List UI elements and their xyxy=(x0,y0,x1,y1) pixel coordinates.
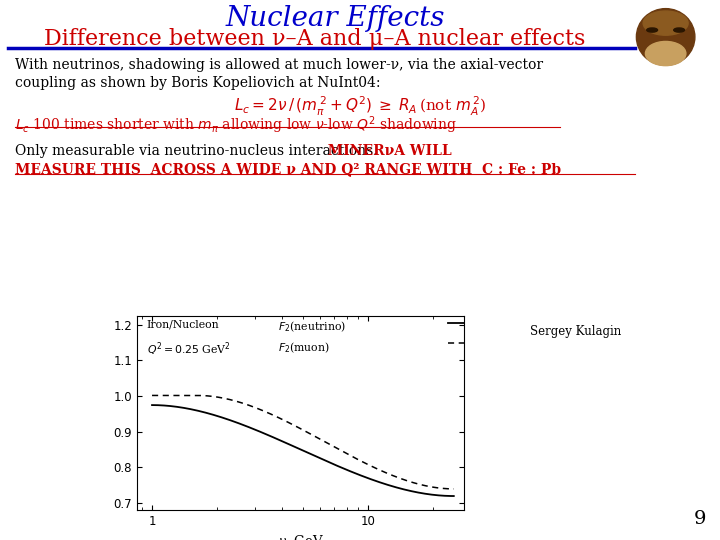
Text: 9: 9 xyxy=(694,510,706,528)
Text: With neutrinos, shadowing is allowed at much lower-ν, via the axial-vector: With neutrinos, shadowing is allowed at … xyxy=(15,58,543,72)
Text: coupling as shown by Boris Kopeliovich at NuInt04:: coupling as shown by Boris Kopeliovich a… xyxy=(15,76,380,90)
Text: $L_c = 2\nu\,/\,(m_\pi^{\,2} + Q^2)\;\geq\; R_A\,$(not $m_A^{\,2}$): $L_c = 2\nu\,/\,(m_\pi^{\,2} + Q^2)\;\ge… xyxy=(234,95,486,118)
Text: $Q^2 = 0.25$ GeV$^2$: $Q^2 = 0.25$ GeV$^2$ xyxy=(147,340,230,358)
Text: MEASURE THIS  ACROSS A WIDE ν AND Q² RANGE WITH  C : Fe : Pb: MEASURE THIS ACROSS A WIDE ν AND Q² RANG… xyxy=(15,162,561,176)
Text: Sergey Kulagin: Sergey Kulagin xyxy=(530,325,621,338)
Ellipse shape xyxy=(645,42,686,66)
Text: Difference between ν–A and μ–A nuclear effects: Difference between ν–A and μ–A nuclear e… xyxy=(45,28,585,50)
Ellipse shape xyxy=(636,9,695,65)
Ellipse shape xyxy=(674,28,685,32)
Text: Only measurable via neutrino-nucleus interactions.: Only measurable via neutrino-nucleus int… xyxy=(15,144,377,158)
Text: Iron/Nucleon: Iron/Nucleon xyxy=(147,320,220,330)
Text: $F_2$(neutrino): $F_2$(neutrino) xyxy=(278,320,346,334)
Text: Nuclear Effects: Nuclear Effects xyxy=(225,5,445,32)
X-axis label: $\nu$, GeV: $\nu$, GeV xyxy=(278,534,323,540)
Ellipse shape xyxy=(647,28,657,32)
Ellipse shape xyxy=(643,11,688,35)
Text: $F_2$(muon): $F_2$(muon) xyxy=(278,340,330,355)
Text: MINERνA WILL: MINERνA WILL xyxy=(318,144,451,158)
Text: $L_c$ 100 times shorter with $m_\pi$ allowing low $\nu$-low $Q^2$ shadowing: $L_c$ 100 times shorter with $m_\pi$ all… xyxy=(15,114,456,136)
